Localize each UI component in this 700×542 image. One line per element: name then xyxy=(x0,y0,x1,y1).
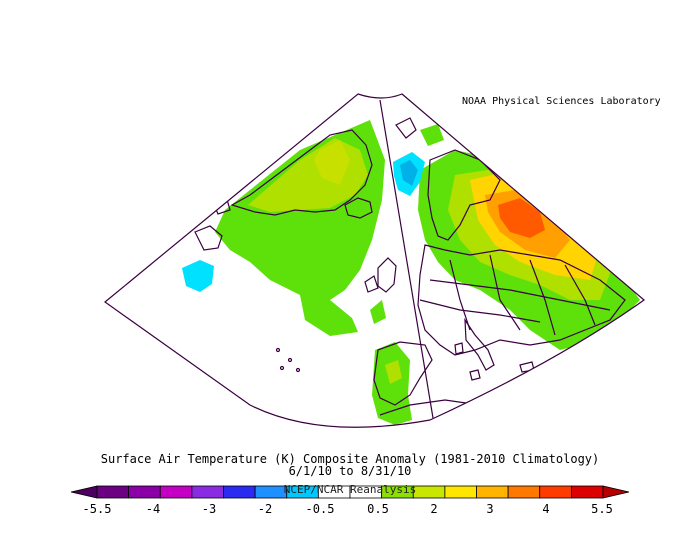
colorbar-tick-label: -2 xyxy=(257,502,273,516)
map-boundary xyxy=(104,93,645,428)
colorbar-tick-label: -4 xyxy=(145,502,161,516)
colorbar-tick-label: -5.5 xyxy=(82,502,112,516)
data-source: NCEP/NCAR Reanalysis xyxy=(283,483,417,496)
colorbar-tick-label: 5.5 xyxy=(591,502,613,516)
credit-label: NOAA Physical Sciences Laboratory xyxy=(462,96,661,107)
colorbar-tick-label: 0.5 xyxy=(367,502,389,516)
chart-title: Surface Air Temperature (K) Composite An… xyxy=(100,452,600,466)
colorbar-tick-label: 2 xyxy=(430,502,438,516)
anomaly-green-iberia xyxy=(372,342,412,425)
colorbar-tick-label: 4 xyxy=(542,502,550,516)
colorbar-tick-label: -0.5 xyxy=(305,502,335,516)
date-range: 6/1/10 to 8/31/10 xyxy=(288,464,412,478)
colorbar-tick-label: -3 xyxy=(201,502,217,516)
anomaly-cyan-atlantic xyxy=(182,260,214,292)
anomaly-hotspot-moscow xyxy=(498,198,545,238)
colorbar-tick-label: 3 xyxy=(486,502,494,516)
prime-meridian-line xyxy=(379,99,434,419)
colorbar-high-arrow xyxy=(602,485,630,499)
